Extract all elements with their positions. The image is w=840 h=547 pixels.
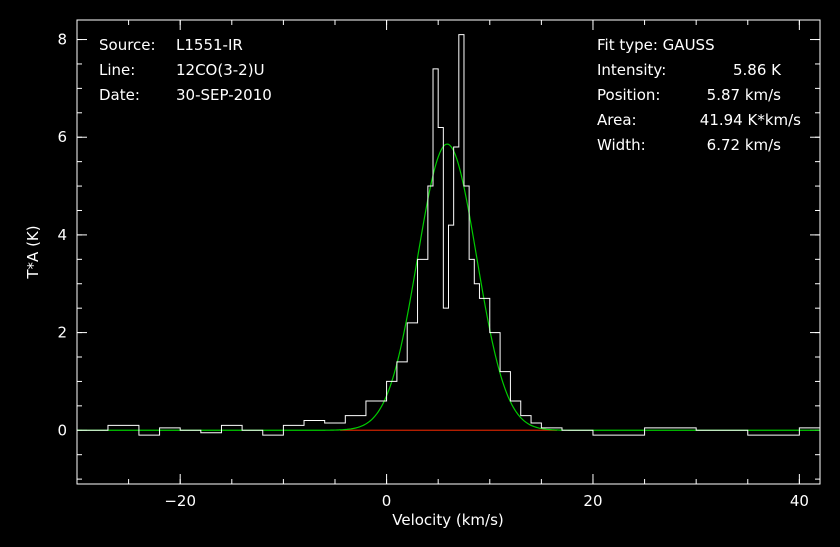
- width-value: 6.72 km/s: [707, 136, 782, 154]
- header-left-info: Source: L1551-IR Line: 12CO(3-2)U Date: …: [99, 36, 272, 104]
- date-label: Date:: [99, 86, 140, 104]
- y-tick-label: 4: [57, 226, 67, 244]
- fit-type-text: Fit type: GAUSS: [597, 36, 715, 54]
- plot-frame: [76, 19, 821, 485]
- y-axis-label: T*A (K): [24, 225, 42, 279]
- source-label: Source:: [99, 36, 156, 54]
- intensity-value: 5.86 K: [733, 61, 782, 79]
- date-value: 30-SEP-2010: [176, 86, 272, 104]
- area-value: 41.94 K*km/s: [700, 111, 801, 129]
- width-label: Width:: [597, 136, 646, 154]
- position-label: Position:: [597, 86, 660, 104]
- spectrum-histogram-line: [77, 34, 821, 436]
- x-axis-label: Velocity (km/s): [392, 511, 503, 529]
- axis-ticks: −20 0 20 40 0 2 4 6 8: [57, 20, 820, 510]
- intensity-label: Intensity:: [597, 61, 666, 79]
- chart-marks: [77, 34, 821, 436]
- line-value: 12CO(3-2)U: [176, 61, 265, 79]
- source-value: L1551-IR: [176, 36, 243, 54]
- x-tick-label: 20: [583, 492, 602, 510]
- y-tick-label: 2: [57, 324, 67, 342]
- y-tick-label: 0: [57, 421, 67, 439]
- y-tick-label: 8: [57, 31, 67, 49]
- x-tick-label: 0: [382, 492, 392, 510]
- line-label: Line:: [99, 61, 135, 79]
- y-tick-label: 6: [57, 128, 67, 146]
- area-label: Area:: [597, 111, 637, 129]
- position-value: 5.87 km/s: [707, 86, 782, 104]
- x-tick-label: 40: [790, 492, 809, 510]
- x-tick-label: −20: [164, 492, 196, 510]
- header-right-fit-info: Fit type: GAUSS Intensity: 5.86 K Positi…: [597, 36, 801, 154]
